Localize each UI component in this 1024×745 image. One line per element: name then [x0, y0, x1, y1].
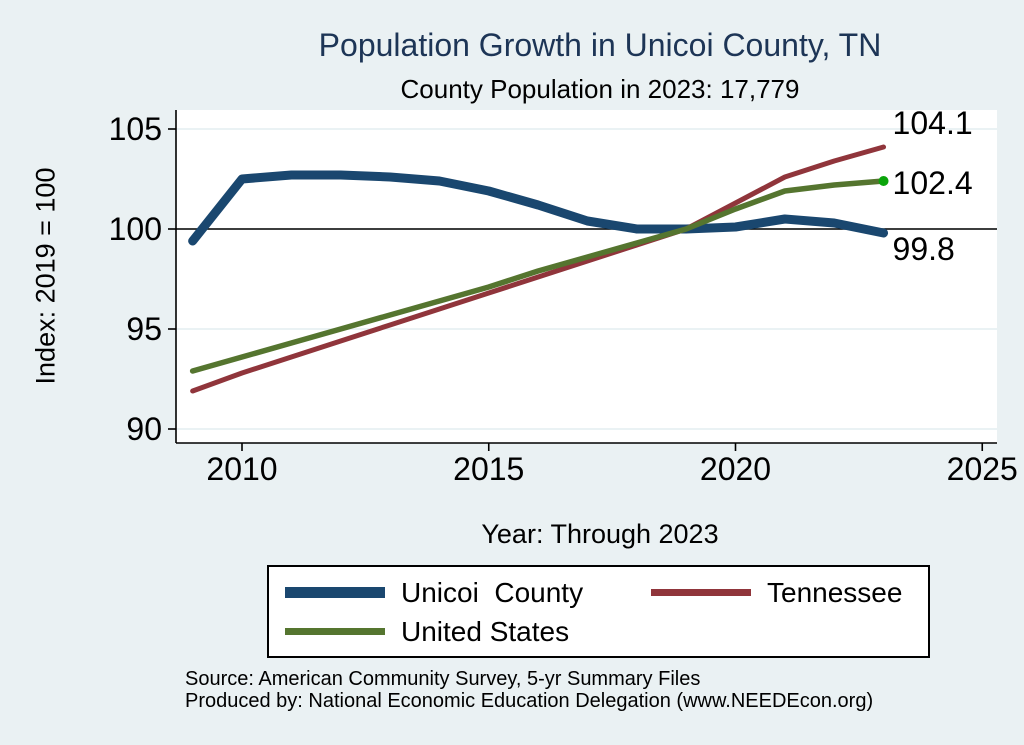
series-line-united-states [189, 178, 887, 374]
x-tick-label-2010: 2010 [206, 451, 277, 487]
plot-background [176, 110, 997, 443]
x-tick-label-2025: 2025 [947, 451, 1018, 487]
series-line-unicoi-county [188, 170, 889, 246]
legend-swatch-united-states [285, 627, 385, 636]
y-tick-label-90: 90 [126, 411, 162, 447]
legend-label-tennessee: Tennessee [767, 576, 903, 608]
x-axis-title: Year: Through 2023 [481, 519, 719, 549]
y-tick-label-95: 95 [126, 311, 162, 347]
end-label-unicoi-county: 99.8 [893, 231, 955, 267]
x-tick-label-2015: 2015 [453, 451, 524, 487]
source-line-2: Produced by: National Economic Education… [185, 690, 874, 712]
chart-title: Population Growth in Unicoi County, TN [318, 27, 882, 63]
source-note: Source: American Community Survey, 5-yr … [185, 668, 873, 712]
y-tick-label-105: 105 [109, 111, 162, 147]
y-tick-label-100: 100 [109, 211, 162, 247]
legend-swatch-tennessee [651, 589, 751, 596]
x-tick-label-2020: 2020 [700, 451, 771, 487]
legend-label-unicoi-county: Unicoi County [401, 576, 584, 608]
end-label-tennessee: 104.1 [893, 105, 973, 141]
source-line-1: Source: American Community Survey, 5-yr … [185, 668, 701, 690]
end-label-united-states: 102.4 [893, 165, 973, 201]
chart-subtitle: County Population in 2023: 17,779 [400, 74, 800, 104]
series-line-tennessee [190, 144, 887, 394]
legend-swatch-unicoi-county [285, 587, 385, 598]
legend: Unicoi County Tennessee United States [267, 565, 930, 658]
united-states-end-dot-icon [878, 176, 889, 186]
legend-label-united-states: United States [401, 615, 570, 647]
